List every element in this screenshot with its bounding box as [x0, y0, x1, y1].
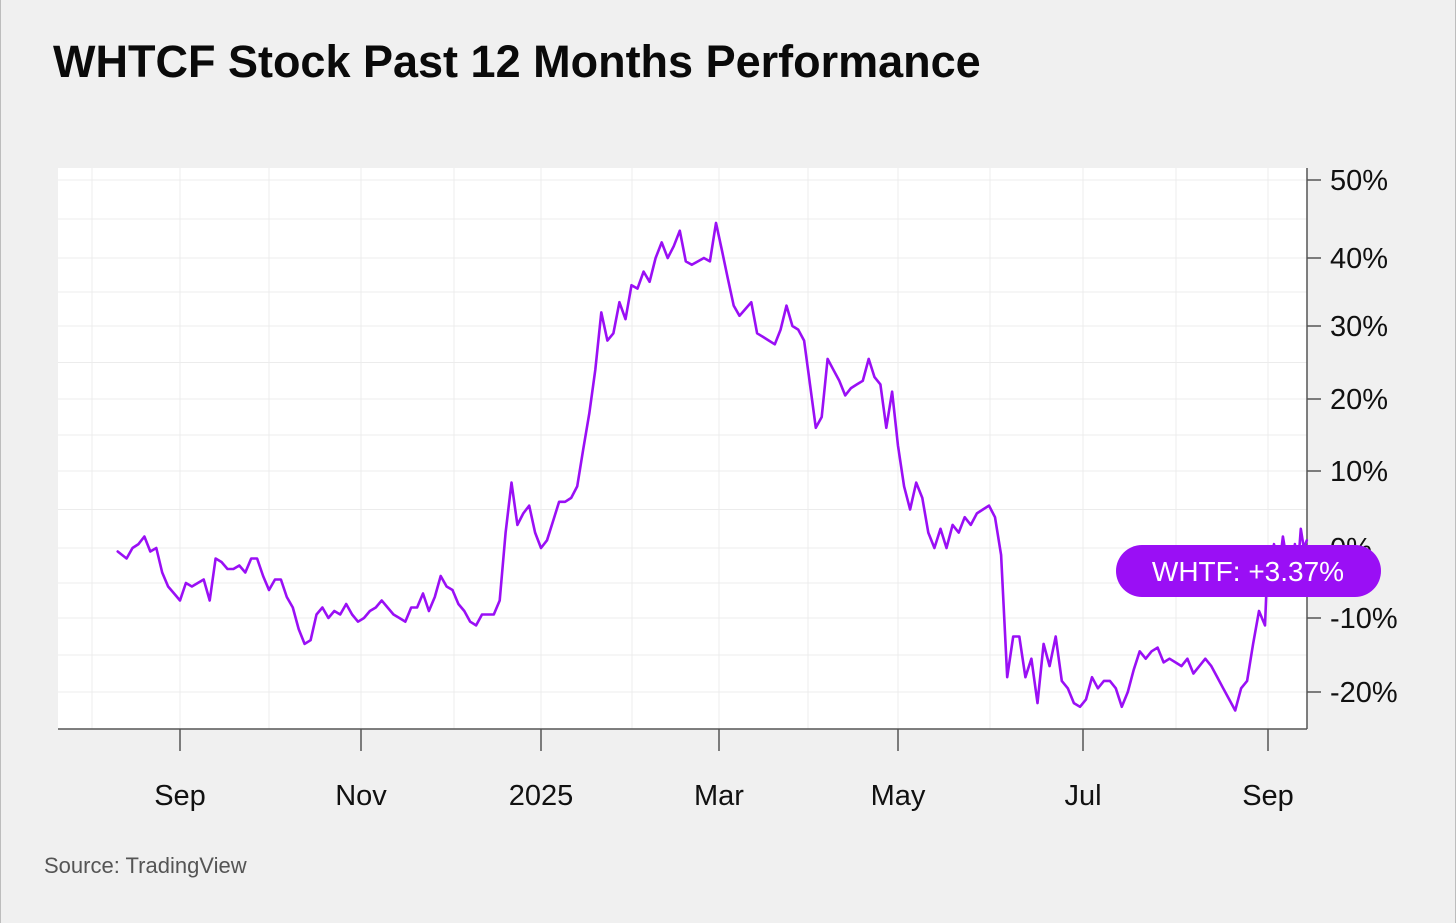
x-tick-label: May [871, 780, 926, 812]
y-tick-label: -10% [1330, 603, 1398, 635]
x-tick-label: Sep [1242, 780, 1294, 812]
x-tick-label: 2025 [509, 780, 574, 812]
plot-area [58, 168, 1307, 729]
y-tick-label: 30% [1330, 311, 1388, 343]
series-layer [116, 221, 1309, 712]
current-value-badge-background [1116, 545, 1381, 597]
tick-labels: 50%40%30%20%10%0%-10%-20%SepNov2025MarMa… [154, 165, 1398, 812]
y-tick-label: -20% [1330, 677, 1398, 709]
y-tick-label: 40% [1330, 243, 1388, 275]
x-tick-label: Nov [335, 780, 387, 812]
current-value-label: WHTF: +3.37% [1152, 556, 1344, 587]
x-tick-label: Sep [154, 780, 206, 812]
source-note: Source: TradingView [44, 853, 247, 878]
y-tick-label: 10% [1330, 456, 1388, 488]
axes [58, 168, 1321, 751]
current-value-badge: WHTF: +3.37% [1116, 545, 1381, 597]
x-tick-label: Jul [1064, 780, 1101, 812]
series-line-whtf [116, 221, 1309, 712]
chart-title: WHTCF Stock Past 12 Months Performance [53, 36, 981, 87]
y-tick-label: 20% [1330, 384, 1388, 416]
y-tick-label: 50% [1330, 165, 1388, 197]
x-tick-label: Mar [694, 780, 744, 812]
